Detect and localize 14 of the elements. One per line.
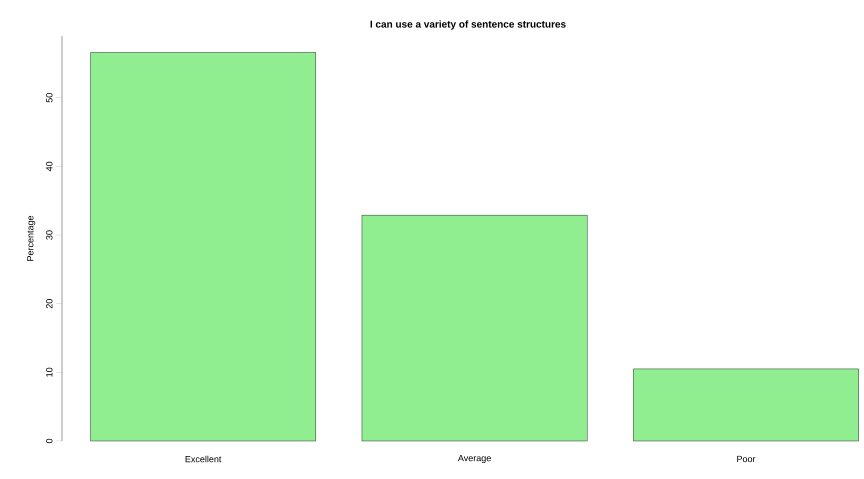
bar — [633, 368, 859, 442]
bar — [362, 214, 588, 442]
chart-title: I can use a variety of sentence structures — [370, 20, 566, 30]
y-tick-label: 30 — [46, 230, 52, 240]
y-axis-title: Percentage — [27, 216, 36, 261]
y-tick-label: 50 — [46, 93, 52, 102]
bar — [90, 52, 316, 442]
y-tick-label: 0 — [46, 438, 52, 444]
y-tick-label: 40 — [46, 162, 52, 172]
y-tick-label: 20 — [46, 299, 52, 308]
x-tick-label: Average — [458, 454, 491, 464]
x-tick-label: Poor — [737, 456, 756, 462]
y-tick-label: 10 — [46, 368, 52, 377]
x-tick-label: Excellent — [186, 456, 222, 462]
